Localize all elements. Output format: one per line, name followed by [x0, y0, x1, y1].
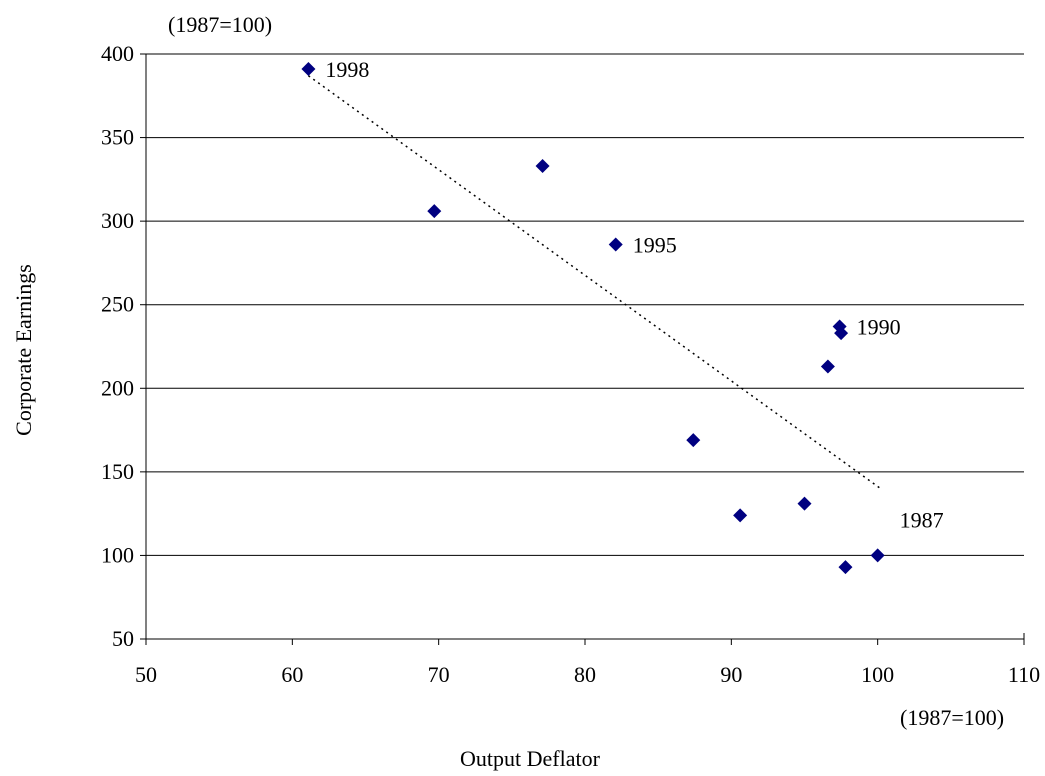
y-tick-label: 50 [112, 626, 134, 651]
x-tick-label: 60 [281, 662, 303, 687]
data-point [427, 204, 442, 219]
point-label: 1998 [325, 57, 369, 82]
y-tick-label: 350 [101, 125, 134, 150]
x-tick-label: 100 [861, 662, 894, 687]
y-tick-label: 150 [101, 459, 134, 484]
x-axis-unit: (1987=100) [900, 705, 1005, 730]
data-point [608, 237, 623, 252]
point-label: 1995 [633, 233, 677, 258]
y-axis-unit: (1987=100) [168, 12, 273, 37]
y-tick-label: 250 [101, 292, 134, 317]
x-tick-label: 70 [428, 662, 450, 687]
y-tick-label: 400 [101, 41, 134, 66]
point-label: 1987 [900, 507, 944, 532]
data-point [733, 508, 748, 523]
data-point [838, 560, 853, 575]
data-point [535, 158, 550, 173]
x-tick-label: 80 [574, 662, 596, 687]
data-point [834, 326, 849, 341]
y-tick-label: 300 [101, 208, 134, 233]
x-tick-label: 110 [1008, 662, 1040, 687]
y-tick-label: 100 [101, 542, 134, 567]
data-point [301, 62, 316, 77]
data-point [797, 496, 812, 511]
y-tick-label: 200 [101, 375, 134, 400]
x-axis-title: Output Deflator [460, 746, 600, 771]
x-tick-label: 90 [720, 662, 742, 687]
point-label: 1990 [857, 314, 901, 339]
x-tick-label: 50 [135, 662, 157, 687]
data-point [820, 359, 835, 374]
data-point [870, 548, 885, 563]
data-point [686, 433, 701, 448]
